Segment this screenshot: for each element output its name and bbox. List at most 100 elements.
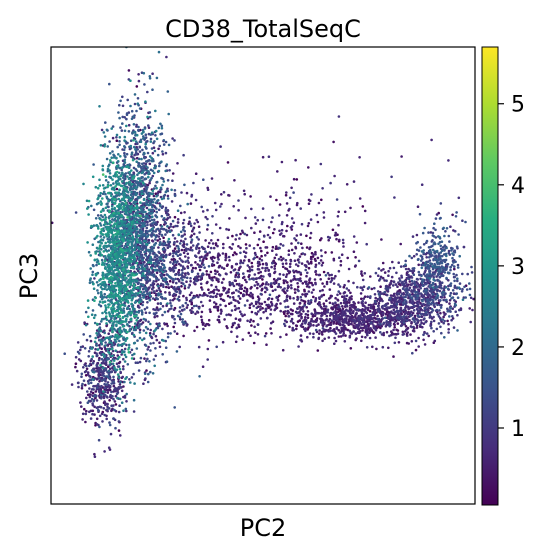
data-point bbox=[201, 365, 205, 369]
data-point bbox=[113, 400, 117, 403]
data-point bbox=[172, 225, 175, 229]
data-point bbox=[254, 253, 257, 257]
data-point bbox=[348, 336, 352, 339]
data-point bbox=[299, 271, 302, 275]
data-point bbox=[251, 295, 254, 299]
data-point bbox=[434, 228, 437, 232]
data-point bbox=[441, 318, 445, 321]
data-point bbox=[155, 306, 159, 309]
data-point bbox=[189, 309, 192, 312]
data-point bbox=[348, 299, 351, 303]
data-point bbox=[468, 307, 472, 310]
data-point bbox=[368, 336, 372, 340]
data-point bbox=[305, 280, 308, 284]
data-point bbox=[445, 276, 448, 280]
data-point bbox=[319, 249, 323, 252]
data-point bbox=[285, 229, 288, 233]
data-point bbox=[146, 292, 149, 296]
data-point bbox=[141, 165, 145, 168]
data-point bbox=[469, 320, 473, 324]
data-point bbox=[418, 212, 422, 216]
data-point bbox=[382, 321, 386, 325]
data-point bbox=[309, 231, 313, 235]
data-point bbox=[296, 282, 299, 285]
data-point bbox=[213, 301, 216, 304]
data-point bbox=[220, 281, 224, 284]
data-point bbox=[415, 277, 419, 281]
data-point bbox=[381, 299, 384, 303]
data-point bbox=[185, 276, 189, 280]
data-point bbox=[226, 326, 229, 330]
data-point bbox=[146, 380, 150, 384]
data-point bbox=[84, 412, 88, 416]
data-point bbox=[242, 289, 246, 293]
data-point bbox=[259, 246, 262, 250]
data-point bbox=[172, 252, 175, 255]
data-point bbox=[179, 204, 182, 208]
data-point bbox=[402, 332, 406, 336]
data-point bbox=[321, 327, 325, 330]
data-point bbox=[415, 253, 419, 256]
data-point bbox=[410, 325, 414, 329]
data-point bbox=[80, 372, 84, 376]
data-point bbox=[237, 323, 240, 327]
data-point bbox=[363, 221, 367, 225]
data-point bbox=[331, 302, 335, 306]
data-point bbox=[150, 336, 154, 340]
data-point bbox=[232, 298, 236, 302]
data-point bbox=[256, 300, 260, 304]
data-point bbox=[93, 277, 96, 280]
data-point bbox=[283, 291, 287, 294]
data-point bbox=[95, 406, 99, 410]
data-point bbox=[90, 388, 94, 391]
data-point bbox=[381, 276, 385, 280]
data-point bbox=[409, 314, 412, 318]
data-point bbox=[285, 333, 288, 336]
data-point bbox=[399, 294, 403, 298]
data-point bbox=[166, 194, 170, 198]
data-point bbox=[176, 162, 179, 165]
data-point bbox=[152, 312, 156, 315]
data-point bbox=[230, 282, 234, 285]
data-point bbox=[132, 372, 135, 376]
data-point bbox=[289, 308, 293, 311]
data-point bbox=[157, 246, 160, 249]
data-point bbox=[421, 231, 425, 235]
data-point bbox=[428, 299, 432, 302]
data-point bbox=[87, 379, 90, 383]
data-point bbox=[256, 243, 260, 247]
data-point bbox=[438, 303, 442, 307]
data-point bbox=[267, 283, 270, 286]
data-point bbox=[239, 246, 242, 250]
data-point bbox=[354, 264, 358, 267]
data-point bbox=[330, 277, 334, 280]
data-point bbox=[141, 202, 144, 205]
data-point bbox=[88, 395, 92, 399]
data-point bbox=[339, 301, 343, 305]
data-point bbox=[250, 268, 254, 272]
data-point bbox=[271, 216, 274, 219]
data-point bbox=[236, 271, 240, 275]
data-point bbox=[75, 369, 79, 373]
data-point bbox=[430, 326, 433, 330]
data-point bbox=[355, 241, 359, 244]
data-point bbox=[74, 211, 78, 214]
data-point bbox=[422, 243, 426, 246]
data-point bbox=[357, 301, 360, 304]
data-point bbox=[451, 213, 454, 217]
data-point bbox=[107, 372, 111, 376]
data-point bbox=[308, 302, 312, 305]
data-point bbox=[175, 332, 179, 336]
data-point bbox=[265, 288, 269, 291]
data-point bbox=[424, 311, 428, 314]
data-point bbox=[402, 308, 406, 312]
data-point bbox=[159, 190, 162, 194]
data-point bbox=[203, 247, 206, 251]
data-point bbox=[292, 177, 296, 181]
data-point bbox=[387, 346, 390, 350]
data-point bbox=[284, 275, 288, 279]
data-point bbox=[306, 260, 309, 263]
data-point bbox=[306, 271, 309, 275]
data-point bbox=[416, 285, 419, 288]
data-point bbox=[388, 313, 392, 317]
